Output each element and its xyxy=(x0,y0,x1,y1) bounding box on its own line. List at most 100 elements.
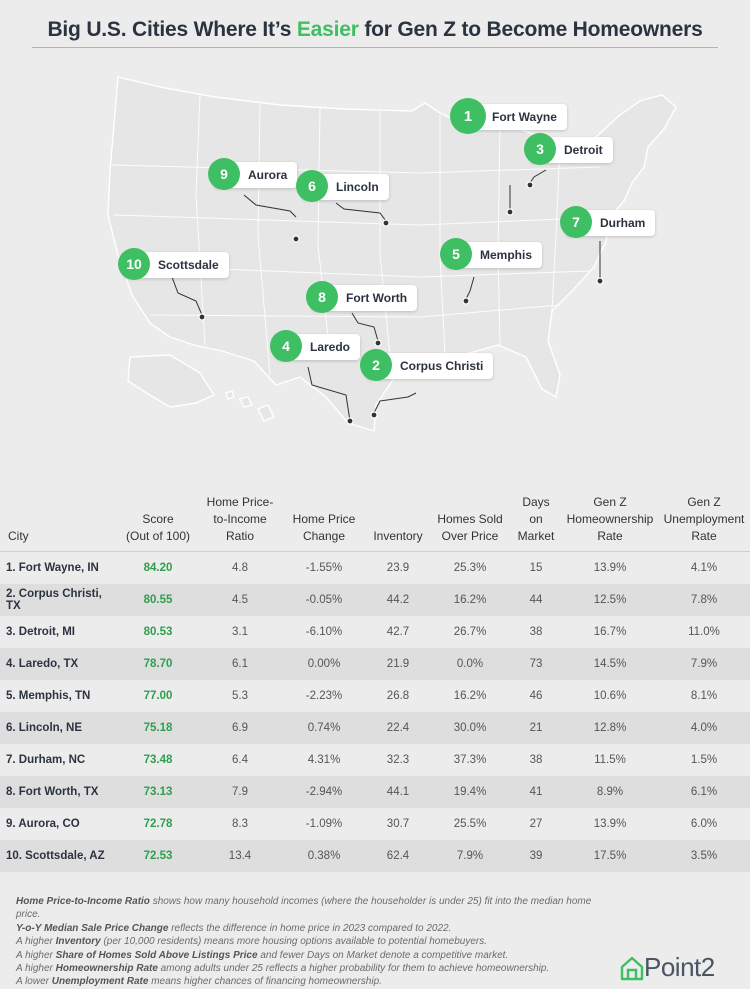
cell-unemployment: 7.9% xyxy=(690,658,718,670)
cell-unemployment: 4.0% xyxy=(690,722,718,734)
cell-inventory: 42.7 xyxy=(386,626,410,638)
cell-score: 73.48 xyxy=(143,754,173,766)
pin-laredo: 4 Laredo xyxy=(270,330,361,362)
cell-city: 1. Fort Wayne, IN xyxy=(0,551,118,584)
cell-score: 77.00 xyxy=(143,690,173,702)
header-ratio: Home Price-to-Income Ratio xyxy=(206,495,274,543)
cell-ownership: 14.5% xyxy=(593,658,627,670)
cell-change: -1.09% xyxy=(305,818,343,830)
cell-city: 7. Durham, NC xyxy=(6,754,86,766)
note-line: A higher Share of Homes Sold Above Listi… xyxy=(16,949,509,961)
header-days: Days on Market xyxy=(517,495,555,543)
pin-city: Corpus Christi xyxy=(400,359,484,373)
cell-days: 39 xyxy=(529,850,543,862)
map-alaska xyxy=(127,354,215,408)
table-row: 3. Detroit, MI 80.53 3.1 -6.10% 42.7 26.7% 38 1… xyxy=(0,616,750,648)
pin-city: Memphis xyxy=(480,248,533,262)
cell-unemployment: 4.1% xyxy=(658,551,750,584)
pin-city: Lincoln xyxy=(336,180,379,194)
pin-city: Detroit xyxy=(564,143,603,157)
pin-city: Laredo xyxy=(310,340,351,354)
pin-corpus-christi: 2 Corpus Christi xyxy=(360,349,494,381)
pin-fort-wayne: 1 Fort Wayne xyxy=(450,98,567,134)
cell-change: 0.38% xyxy=(307,850,341,862)
cell-city: 2. Corpus Christi, TX xyxy=(6,588,102,612)
methodology-notes: Home Price-to-Income Ratio shows how man… xyxy=(16,895,616,989)
cell-inventory: 62.4 xyxy=(386,850,410,862)
pin-memphis: 5 Memphis xyxy=(440,238,543,270)
pin-city: Fort Worth xyxy=(346,291,408,305)
cell-unemployment: 7.8% xyxy=(690,594,718,606)
cell-ownership: 11.5% xyxy=(594,754,626,766)
pin-rank: 1 xyxy=(450,98,486,134)
header-ownership: Gen Z Homeownership Rate xyxy=(566,495,654,543)
cell-ownership: 12.5% xyxy=(593,594,627,606)
cell-inventory: 44.2 xyxy=(386,594,410,606)
cell-sold: 7.9% xyxy=(456,850,484,862)
cell-sold: 16.2% xyxy=(453,594,487,606)
cell-unemployment: 6.1% xyxy=(690,786,718,798)
cell-days: 73 xyxy=(529,658,543,670)
cell-score: 75.18 xyxy=(143,722,173,734)
cell-ratio: 6.4 xyxy=(232,754,248,766)
cell-score: 78.70 xyxy=(143,658,173,670)
cell-change: 0.74% xyxy=(307,722,341,734)
note-line: Y-o-Y Median Sale Price Change reflects … xyxy=(16,922,452,934)
header-inventory: Inventory xyxy=(373,529,423,543)
header-sold: Homes Sold Over Price xyxy=(437,512,503,543)
cell-inventory: 22.4 xyxy=(386,722,410,734)
cell-city: 10. Scottsdale, AZ xyxy=(6,850,105,862)
header-score: Score (Out of 100) xyxy=(125,512,191,543)
cell-sold: 16.2% xyxy=(453,690,487,702)
cell-unemployment: 11.0% xyxy=(688,626,720,638)
title-accent-word: Easier xyxy=(296,18,359,41)
cell-city: 6. Lincoln, NE xyxy=(6,722,83,734)
cell-score: 72.53 xyxy=(143,850,173,862)
cell-days: 41 xyxy=(529,786,543,798)
pin-rank: 2 xyxy=(360,349,392,381)
point2-logo: Point2 xyxy=(620,952,715,983)
table-row: 7. Durham, NC 73.48 6.4 4.31% 32.3 37.3% 38 11.… xyxy=(0,744,750,776)
cell-unemployment: 1.5% xyxy=(690,754,718,766)
title-text-end: for Gen Z to Become Homeowners xyxy=(358,18,703,41)
pin-detroit: 3 Detroit xyxy=(524,133,613,165)
cell-score: 80.55 xyxy=(143,594,173,606)
cell-days: 15 xyxy=(510,551,562,584)
cell-ratio: 6.1 xyxy=(232,658,248,670)
cell-ownership: 17.5% xyxy=(593,850,627,862)
pin-city: Aurora xyxy=(248,168,288,182)
cell-inventory: 32.3 xyxy=(386,754,410,766)
note-line: A higher Inventory (per 10,000 residents… xyxy=(16,936,488,948)
pin-markers xyxy=(198,181,604,425)
pin-rank: 7 xyxy=(560,206,592,238)
table-row: 2. Corpus Christi, TX 80.55 4.5 -0.05% 44.2 1… xyxy=(0,584,750,616)
title-text-start: Big U.S. Cities Where It’s xyxy=(47,18,297,41)
pin-scottsdale: 10 Scottsdale xyxy=(118,248,229,280)
cell-unemployment: 3.5% xyxy=(690,850,718,862)
pin-rank: 9 xyxy=(208,158,240,190)
cell-sold: 25.5% xyxy=(453,818,487,830)
cell-days: 21 xyxy=(529,722,543,734)
cell-ratio: 7.9 xyxy=(232,786,248,798)
header-city: City xyxy=(8,529,29,543)
cell-inventory: 26.8 xyxy=(386,690,410,702)
cell-days: 38 xyxy=(529,754,543,766)
cell-inventory: 23.9 xyxy=(366,551,430,584)
cell-ratio: 6.9 xyxy=(232,722,248,734)
table-row: 9. Aurora, CO 72.78 8.3 -1.09% 30.7 25.5% 27 13… xyxy=(0,808,750,840)
pin-durham: 7 Durham xyxy=(560,206,656,238)
cell-ownership: 10.6% xyxy=(593,690,627,702)
cities-table: City Score (Out of 100) Home Price-to-Inc… xyxy=(0,494,750,872)
map-hawaii xyxy=(225,390,275,422)
cell-score: 73.13 xyxy=(143,786,173,798)
pin-rank: 5 xyxy=(440,238,472,270)
pin-city: Durham xyxy=(600,216,646,230)
cell-ratio: 13.4 xyxy=(228,850,252,862)
cell-ownership: 16.7% xyxy=(593,626,627,638)
page-title: Big U.S. Cities Where It’s Easier for Ge… xyxy=(0,18,750,42)
cell-score: 80.53 xyxy=(143,626,173,638)
pin-leader-lines xyxy=(171,169,601,422)
us-map xyxy=(107,76,677,432)
cell-sold: 0.0% xyxy=(456,658,484,670)
table-row: 8. Fort Worth, TX 73.13 7.9 -2.94% 44.1 19.4%… xyxy=(0,776,750,808)
